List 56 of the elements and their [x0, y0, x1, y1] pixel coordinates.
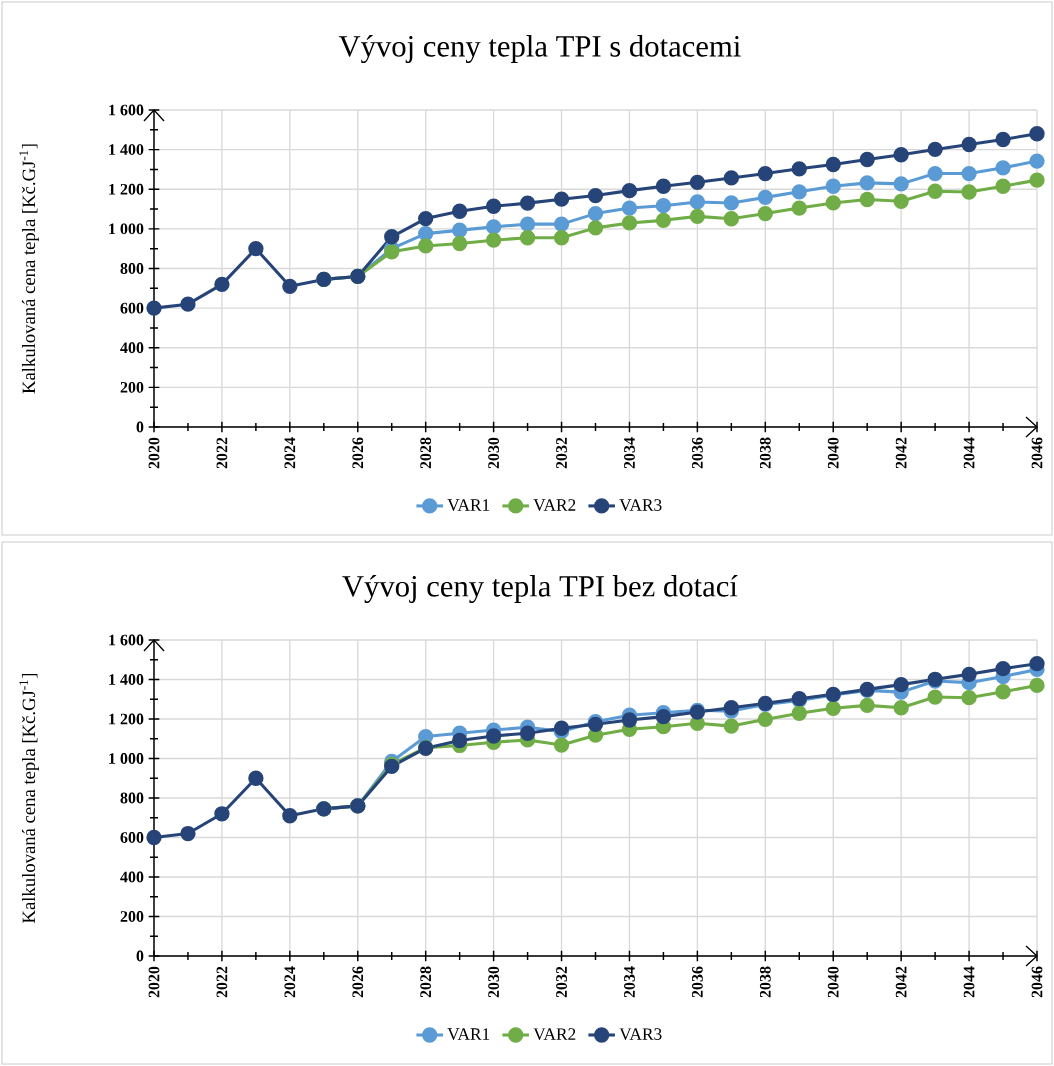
y-tick-label: 1 000	[109, 753, 144, 764]
x-tick-label: 2030	[488, 437, 500, 469]
y-tick-label: 1 400	[109, 674, 144, 685]
y-tick-label: 1 600	[109, 104, 144, 116]
x-tick-label: 2044	[963, 437, 975, 469]
x-tick-label: 2026	[352, 437, 364, 469]
y-tick-label: 0	[136, 950, 144, 962]
x-tick-label: 2020	[148, 437, 160, 469]
x-tick-label: 2040	[827, 437, 839, 469]
y-tick-label: 200	[120, 381, 144, 393]
x-tick-label: 2034	[624, 966, 635, 998]
y-tick-label: 400	[120, 871, 144, 883]
x-tick-label: 2024	[284, 966, 296, 998]
x-tick-label: 2028	[420, 966, 432, 998]
y-tick-label: 1 400	[109, 144, 144, 155]
x-tick-label: 2026	[352, 966, 364, 998]
x-tick-label: 2040	[827, 966, 839, 998]
legend-label: VAR3	[619, 1028, 662, 1041]
x-tick-label: 2024	[284, 437, 296, 469]
legend-label: VAR1	[447, 1028, 490, 1040]
x-tick-label: 2028	[420, 437, 432, 469]
x-tick-label: 2036	[691, 437, 703, 469]
y-axis-title: Kalkulovaná cena tepla [Kč.GJ$^{-1}$]	[19, 673, 39, 923]
x-tick-label: 2042	[895, 966, 907, 998]
y-tick-label: 1 200	[109, 713, 144, 725]
y-tick-label: 0	[136, 421, 144, 433]
y-tick-label: 600	[120, 302, 144, 314]
x-tick-label: 2046	[1031, 966, 1043, 998]
legend-label: VAR3	[619, 499, 662, 511]
x-tick-label: 2032	[556, 437, 567, 469]
legend-label: VAR2	[533, 1028, 576, 1041]
x-tick-label: 2038	[759, 966, 771, 998]
x-tick-label: 2044	[963, 966, 975, 998]
y-axis-title: Kalkulovaná cena tepla [Kč.GJ$^{-1}$]	[19, 144, 39, 394]
chart-title: Vývoj ceny tepla TPI s dotacemi	[338, 35, 741, 64]
y-tick-label: 800	[120, 263, 144, 274]
legend-label: VAR1	[447, 499, 490, 511]
y-tick-label: 1 200	[109, 183, 144, 195]
y-tick-label: 200	[120, 911, 144, 922]
y-tick-label: 1 600	[109, 634, 144, 646]
x-tick-label: 2046	[1031, 437, 1043, 469]
x-tick-label: 2036	[691, 966, 703, 998]
x-tick-label: 2022	[216, 966, 228, 998]
x-tick-label: 2032	[556, 966, 567, 998]
y-tick-label: 1 000	[109, 223, 144, 235]
x-tick-label: 2020	[148, 966, 160, 998]
y-tick-label: 400	[120, 342, 144, 354]
x-tick-label: 2038	[759, 437, 771, 469]
x-tick-label: 2034	[624, 437, 635, 469]
y-tick-label: 600	[120, 832, 144, 843]
legend-label: VAR2	[533, 499, 576, 511]
x-tick-label: 2042	[895, 437, 907, 469]
chart-title: Vývoj ceny tepla TPI bez dotací	[342, 575, 738, 603]
x-tick-label: 2022	[216, 437, 228, 469]
y-tick-label: 800	[120, 792, 144, 804]
x-tick-label: 2030	[488, 966, 499, 998]
